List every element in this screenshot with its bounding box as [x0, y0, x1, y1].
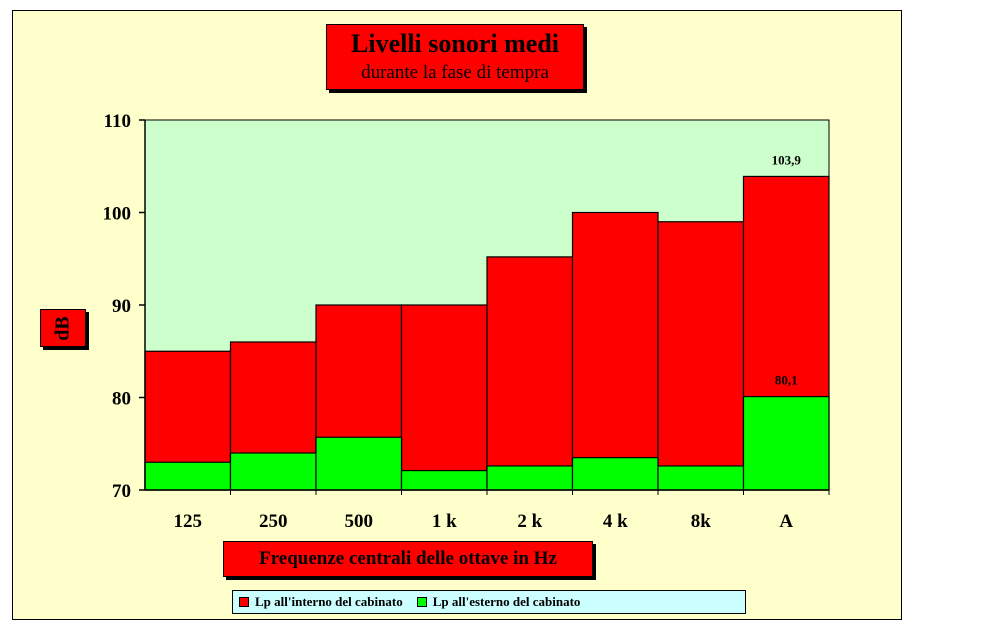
legend-swatch-esterno [416, 597, 427, 607]
x-axis-label-box: Frequenze centrali delle ottave in Hz [223, 541, 593, 577]
y-tick-label-1: 80 [112, 389, 131, 410]
bar-interno-3 [400, 304, 488, 491]
data-label-0: 103,9 [772, 152, 802, 167]
y-axis-label-box: dB [40, 309, 86, 347]
chart-title: Livelli sonori medi [351, 29, 559, 58]
chart-title-box: Livelli sonori medi durante la fase di t… [326, 24, 584, 90]
bar-esterno-0 [144, 461, 232, 491]
data-label-1: 80,1 [775, 373, 798, 388]
chart-subtitle: durante la fase di tempra [361, 62, 549, 83]
x-tick-label-2: 500 [345, 511, 374, 532]
x-tick-label-1: 250 [259, 511, 288, 532]
x-axis-label: Frequenze centrali delle ottave in Hz [259, 548, 557, 569]
bar-esterno-6 [657, 465, 745, 491]
bar-esterno-5 [571, 457, 659, 491]
legend-label-interno: Lp all'interno del cabinato [255, 594, 403, 609]
x-tick-label-5: 4 k [603, 511, 628, 532]
bar-esterno-7 [742, 395, 830, 491]
bar-interno-5 [571, 211, 659, 491]
y-axis-label: dB [51, 315, 74, 341]
bar-esterno-2 [315, 436, 403, 491]
bar-esterno-1 [229, 452, 317, 491]
legend-label-esterno: Lp all'esterno del cabinato [432, 594, 581, 609]
x-tick-label-4: 2 k [517, 511, 542, 532]
x-tick-label-3: 1 k [432, 511, 457, 532]
y-tick-label-4: 110 [104, 111, 131, 132]
x-tick-label-6: 8k [691, 511, 712, 532]
bar-esterno-3 [400, 469, 488, 491]
bar-esterno-4 [486, 465, 574, 491]
x-tick-label-7: A [779, 511, 793, 532]
legend-item-esterno: Lp all'esterno del cabinato [416, 594, 581, 610]
legend-swatch-interno [239, 597, 249, 607]
y-tick-label-0: 70 [112, 481, 131, 502]
legend-item-interno: Lp all'interno del cabinato [239, 594, 403, 610]
x-tick-label-0: 125 [174, 511, 203, 532]
y-tick-label-2: 90 [112, 296, 131, 317]
y-tick-label-3: 100 [103, 204, 132, 225]
bar-interno-4 [486, 256, 574, 491]
bar-interno-6 [657, 221, 745, 491]
legend: Lp all'interno del cabinato Lp all'ester… [232, 590, 746, 614]
